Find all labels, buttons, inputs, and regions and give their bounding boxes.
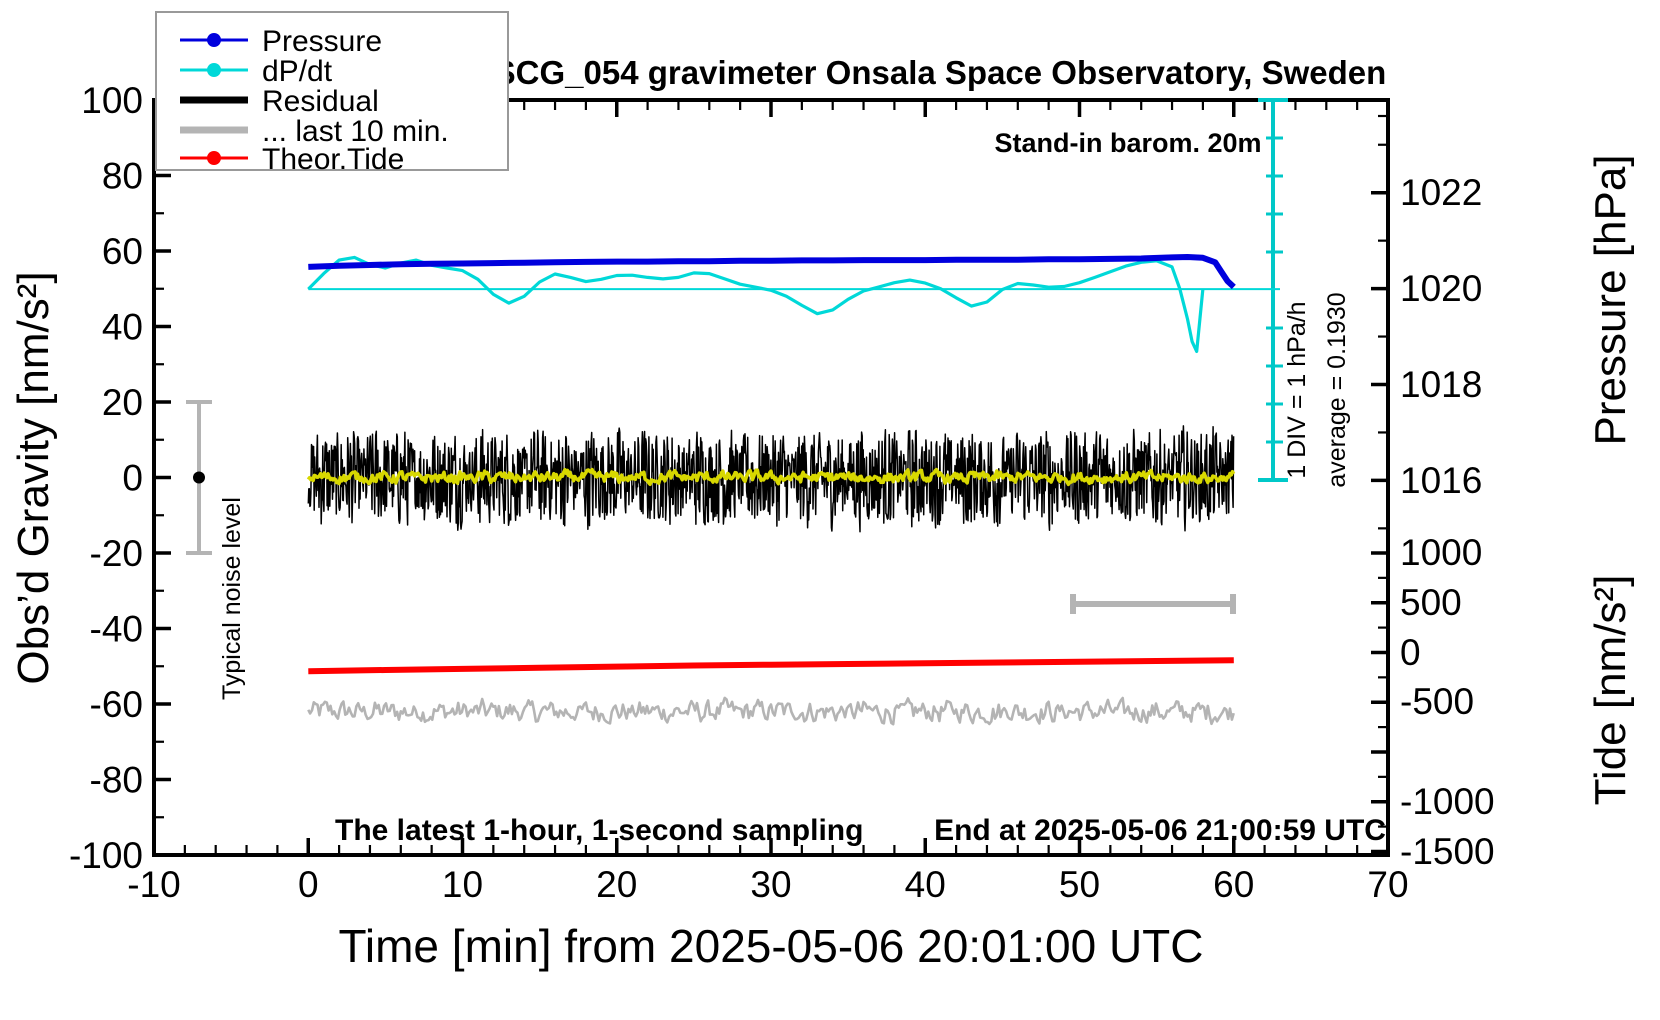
x-axis-ticks (152, 838, 1390, 855)
y-axis-left-ticks (154, 98, 171, 857)
tide-tick-label: -500 (1400, 681, 1474, 722)
series-pressure (308, 254, 1236, 290)
x-tick-label: 20 (596, 864, 637, 905)
data-traces (306, 254, 1280, 726)
note-end-time: End at 2025-05-06 21:00:59 UTC (934, 814, 1386, 847)
dpdt-average-label: average = 0.1930 (1323, 292, 1351, 487)
x-tick-label: 70 (1367, 864, 1408, 905)
typical-noise-level-label: Typical noise level (218, 497, 246, 700)
y-tick-label: 100 (81, 80, 143, 121)
series-residual-smoothed (306, 467, 1236, 487)
y-tick-label: 60 (102, 231, 143, 272)
y-axis-right-ticks (1371, 114, 1388, 854)
page-title: SCG_054 gravimeter Onsala Space Observat… (494, 54, 1387, 91)
y-tick-label: -20 (90, 533, 143, 574)
x-axis-title: Time [min] from 2025-05-06 20:01:00 UTC (339, 920, 1204, 972)
tide-tick-label: -1000 (1400, 781, 1495, 822)
y-tick-label: -60 (90, 684, 143, 725)
y-tick-label: 0 (122, 458, 143, 499)
dpdt-div-label: 1 DIV = 1 hPa/h (1283, 301, 1311, 478)
series-last-10-min (307, 696, 1235, 726)
legend-label: Theor.Tide (262, 143, 404, 176)
legend-label: Pressure (262, 25, 382, 58)
y-tick-labels-pressure: 1022 1020 1018 1016 (1400, 172, 1482, 501)
legend-item-theor-tide[interactable]: Theor.Tide (180, 143, 404, 176)
x-tick-labels: -10 0 10 20 30 40 50 60 70 (127, 864, 1408, 905)
pressure-tick-label: 1018 (1400, 364, 1482, 405)
pressure-tick-label: 1022 (1400, 172, 1482, 213)
pressure-tick-label: 1016 (1400, 460, 1482, 501)
note-barometer: Stand-in barom. 20m (994, 128, 1261, 158)
legend-item-pressure[interactable]: Pressure (180, 25, 382, 58)
y-axis-left-title: Obs’d Gravity [nm/s²] (9, 271, 58, 684)
x-tick-label: 0 (298, 864, 319, 905)
y-tick-labels-tide: 1000 500 0 -500 -1000 -1500 (1400, 532, 1495, 872)
series-dpdt (307, 255, 1205, 353)
legend-item-last-10-min[interactable]: ... last 10 min. (180, 115, 449, 148)
legend-item-residual[interactable]: Residual (180, 85, 379, 118)
y-tick-label: -40 (90, 609, 143, 650)
tide-tick-label: 500 (1400, 582, 1462, 623)
legend-label: dP/dt (262, 55, 333, 88)
x-tick-label: 60 (1213, 864, 1254, 905)
x-tick-label: 40 (905, 864, 946, 905)
legend-label: ... last 10 min. (262, 115, 449, 148)
y-tick-label: -80 (90, 760, 143, 801)
x-tick-label: 30 (750, 864, 791, 905)
y-tick-label: 40 (102, 307, 143, 348)
tide-tick-label: 1000 (1400, 532, 1482, 573)
tide-tick-label: 0 (1400, 632, 1421, 673)
x-tick-label: 50 (1059, 864, 1100, 905)
y-tick-label: 80 (102, 156, 143, 197)
series-theor-tide (308, 657, 1234, 675)
y-tick-label: 20 (102, 382, 143, 423)
tide-tick-label: -1500 (1400, 831, 1495, 872)
legend-label: Residual (262, 85, 379, 118)
x-tick-label: -10 (127, 864, 180, 905)
pressure-tick-label: 1020 (1400, 268, 1482, 309)
y-axis-right-tide-title: Tide [nm/s²] (1586, 575, 1635, 806)
note-sampling: The latest 1-hour, 1-second sampling (335, 814, 863, 847)
x-tick-label: 10 (442, 864, 483, 905)
last-10-min-marker (1070, 594, 1236, 614)
legend: Pressure dP/dt Residual ... last 10 min.… (155, 11, 509, 176)
typical-noise-level-annotation: Typical noise level (186, 400, 246, 700)
y-axis-right-pressure-title: Pressure [hPa] (1586, 154, 1635, 445)
y-tick-label: -100 (69, 835, 143, 876)
y-tick-labels-left: 100 80 60 40 20 0 -20 -40 -60 -80 -100 (69, 80, 143, 876)
legend-item-dpdt[interactable]: dP/dt (180, 55, 333, 88)
